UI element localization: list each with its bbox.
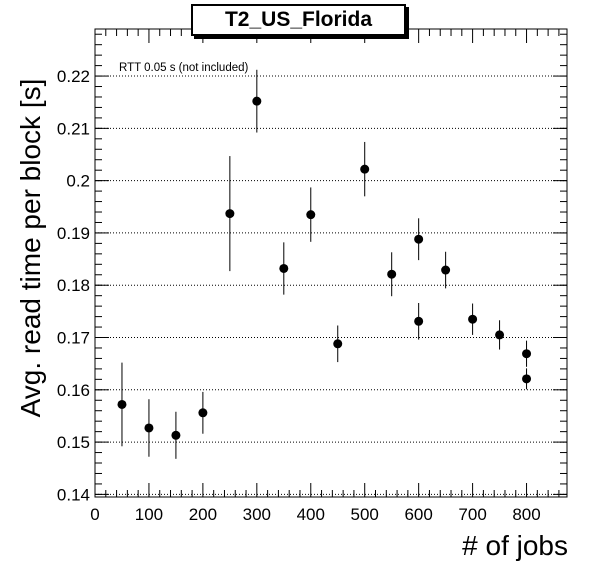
- y-tick-label: 0.22: [57, 67, 90, 86]
- data-point: [225, 209, 235, 219]
- data-point: [252, 96, 262, 106]
- x-tick-label: 400: [297, 505, 325, 524]
- data-point: [279, 263, 289, 273]
- y-tick-label: 0.21: [57, 119, 90, 138]
- data-point: [333, 339, 343, 349]
- x-tick-label: 500: [351, 505, 379, 524]
- x-tick-label: 700: [458, 505, 486, 524]
- plot-frame: [94, 28, 568, 498]
- data-point: [468, 314, 478, 324]
- axis-ticks: [94, 29, 567, 497]
- x-axis-label: # of jobs: [462, 530, 568, 561]
- chart-title: T2_US_Florida: [191, 4, 406, 36]
- y-tick-label: 0.18: [57, 276, 90, 295]
- grid-lines: [95, 75, 567, 495]
- data-point: [144, 423, 154, 433]
- y-tick-label: 0.17: [57, 329, 90, 348]
- data-markers: [117, 96, 532, 440]
- y-tick-label: 0.2: [66, 172, 90, 191]
- data-point: [387, 269, 397, 279]
- data-point: [414, 234, 424, 244]
- y-tick-label: 0.16: [57, 381, 90, 400]
- data-point: [414, 316, 424, 326]
- y-axis-label: Avg. read time per block [s]: [15, 78, 46, 418]
- x-tick-label: 800: [512, 505, 540, 524]
- data-point: [306, 210, 316, 220]
- data-point: [171, 430, 181, 440]
- x-tick-label: 200: [189, 505, 217, 524]
- x-tick-label: 100: [135, 505, 163, 524]
- data-point: [441, 265, 451, 275]
- data-point: [522, 349, 532, 359]
- data-point: [198, 408, 208, 418]
- y-tick-label: 0.15: [57, 433, 90, 452]
- tick-labels: 0.14 0.15 0.16 0.17 0.18 0.19 0.2 0.21 0.22 0 100 2…: [57, 67, 541, 524]
- data-point: [117, 399, 127, 409]
- data-point: [522, 374, 532, 384]
- rtt-annotation: RTT 0.05 s (not included): [119, 62, 249, 74]
- x-tick-label: 600: [404, 505, 432, 524]
- data-point: [360, 164, 370, 174]
- y-tick-label: 0.14: [57, 485, 90, 504]
- x-tick-label: 300: [243, 505, 271, 524]
- axes: [94, 28, 568, 498]
- x-tick-label: 0: [90, 505, 99, 524]
- data-point: [495, 330, 505, 340]
- y-tick-label: 0.19: [57, 224, 90, 243]
